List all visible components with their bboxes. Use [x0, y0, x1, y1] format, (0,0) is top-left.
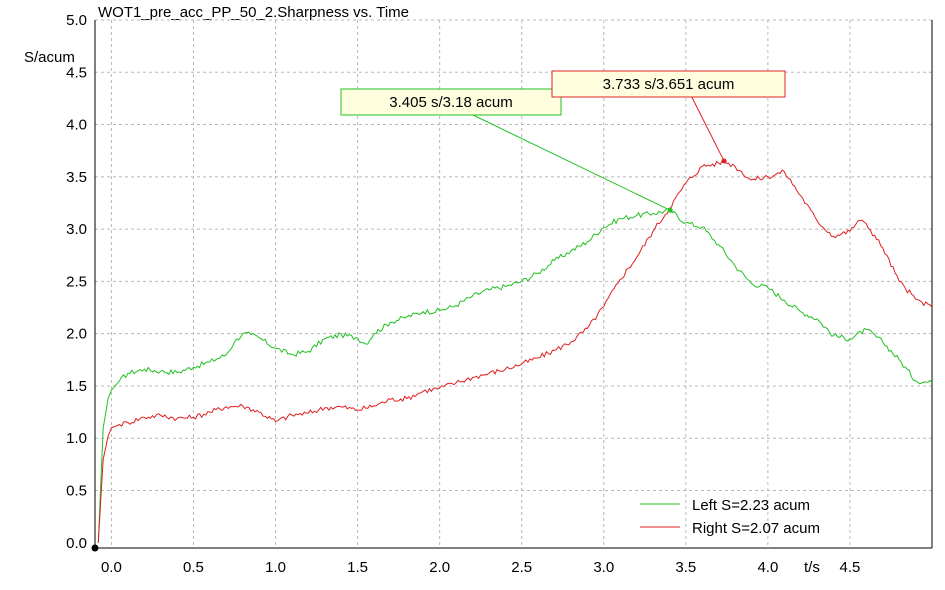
x-tick-label: 0.5 [183, 559, 204, 576]
grid [95, 19, 932, 548]
cursor-label-box [340, 88, 562, 116]
cursor-annotations: 3.405 s/3.18 acum 3.733 s/3.651 acum [340, 70, 786, 213]
y-tick-label: 1.0 [66, 430, 87, 447]
y-tick-label: 3.0 [66, 221, 87, 238]
x-axis-label: t/s [804, 559, 820, 576]
x-tick-label: 2.0 [429, 559, 450, 576]
x-tick-label: 1.0 [265, 559, 286, 576]
y-tick-label: 0.5 [66, 482, 87, 499]
y-tick-label: 2.0 [66, 326, 87, 343]
y-tick-label: 2.5 [66, 273, 87, 290]
x-tick-label: 0.0 [101, 559, 122, 576]
series-lines [97, 159, 933, 543]
plot-frame [91, 20, 933, 552]
y-tick-label: 5.0 [66, 12, 87, 29]
cursor-leader-line [472, 114, 671, 211]
series-line-right [97, 159, 933, 543]
legend: Left S=2.23 acum Right S=2.07 acum [640, 497, 820, 537]
x-tick-label: 4.5 [840, 559, 861, 576]
cursor-point [667, 207, 673, 213]
y-axis-label: S/acum [24, 49, 75, 66]
x-tick-label: 2.5 [511, 559, 532, 576]
tick-labels: 0.0 0.5 1.0 1.5 2.0 2.5 3.0 3.5 4.0 4.5 0.0 0.5 1.0 1… [66, 12, 860, 576]
y-tick-label: 1.5 [66, 378, 87, 395]
chart-title: WOT1_pre_acc_PP_50_2.Sharpness vs. Time [98, 4, 409, 21]
x-tick-label: 4.0 [757, 559, 778, 576]
cursor-label-box [551, 70, 786, 98]
series-line-left [97, 208, 933, 543]
origin-marker [91, 544, 99, 552]
x-tick-label: 3.0 [593, 559, 614, 576]
cursor-label: 3.405 s/3.18 acum [389, 94, 512, 111]
y-tick-label: 0.0 [66, 535, 87, 552]
legend-label-right: Right S=2.07 acum [692, 520, 820, 537]
cursor-leader-line [691, 96, 725, 162]
y-tick-label: 4.0 [66, 117, 87, 134]
y-tick-label: 3.5 [66, 169, 87, 186]
y-tick-label: 4.5 [66, 64, 87, 81]
x-tick-label: 1.5 [347, 559, 368, 576]
legend-label-left: Left S=2.23 acum [692, 497, 810, 514]
x-tick-label: 3.5 [675, 559, 696, 576]
cursor-label: 3.733 s/3.651 acum [603, 76, 735, 93]
cursor-point [721, 158, 727, 164]
